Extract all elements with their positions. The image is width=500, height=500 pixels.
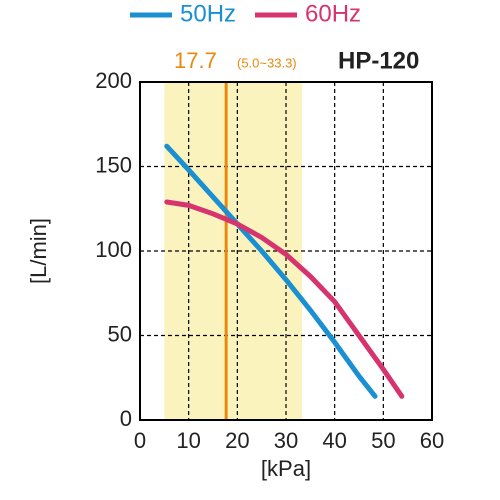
legend-label: 50Hz	[180, 0, 236, 27]
x-tick-label: 30	[274, 428, 298, 453]
marker-label: 17.7	[174, 48, 217, 73]
y-tick-label: 150	[95, 152, 132, 177]
x-axis-label: [kPa]	[261, 456, 311, 481]
x-tick-label: 60	[420, 428, 444, 453]
x-tick-label: 40	[322, 428, 346, 453]
series-line	[164, 199, 405, 399]
y-tick-label: 200	[95, 68, 132, 93]
y-axis-label: [L/min]	[26, 218, 51, 284]
model-label: HP-120	[338, 47, 419, 74]
y-tick-label: 50	[108, 321, 132, 346]
plot-frame	[139, 81, 433, 421]
y-tick-label: 0	[120, 406, 132, 431]
series-line	[164, 143, 378, 399]
y-tick-label: 100	[95, 237, 132, 262]
x-tick-label: 0	[134, 428, 146, 453]
range-label: (5.0~33.3)	[237, 55, 297, 70]
x-tick-label: 20	[225, 428, 249, 453]
x-tick-label: 10	[176, 428, 200, 453]
legend-label: 60Hz	[305, 0, 361, 27]
x-tick-label: 50	[371, 428, 395, 453]
